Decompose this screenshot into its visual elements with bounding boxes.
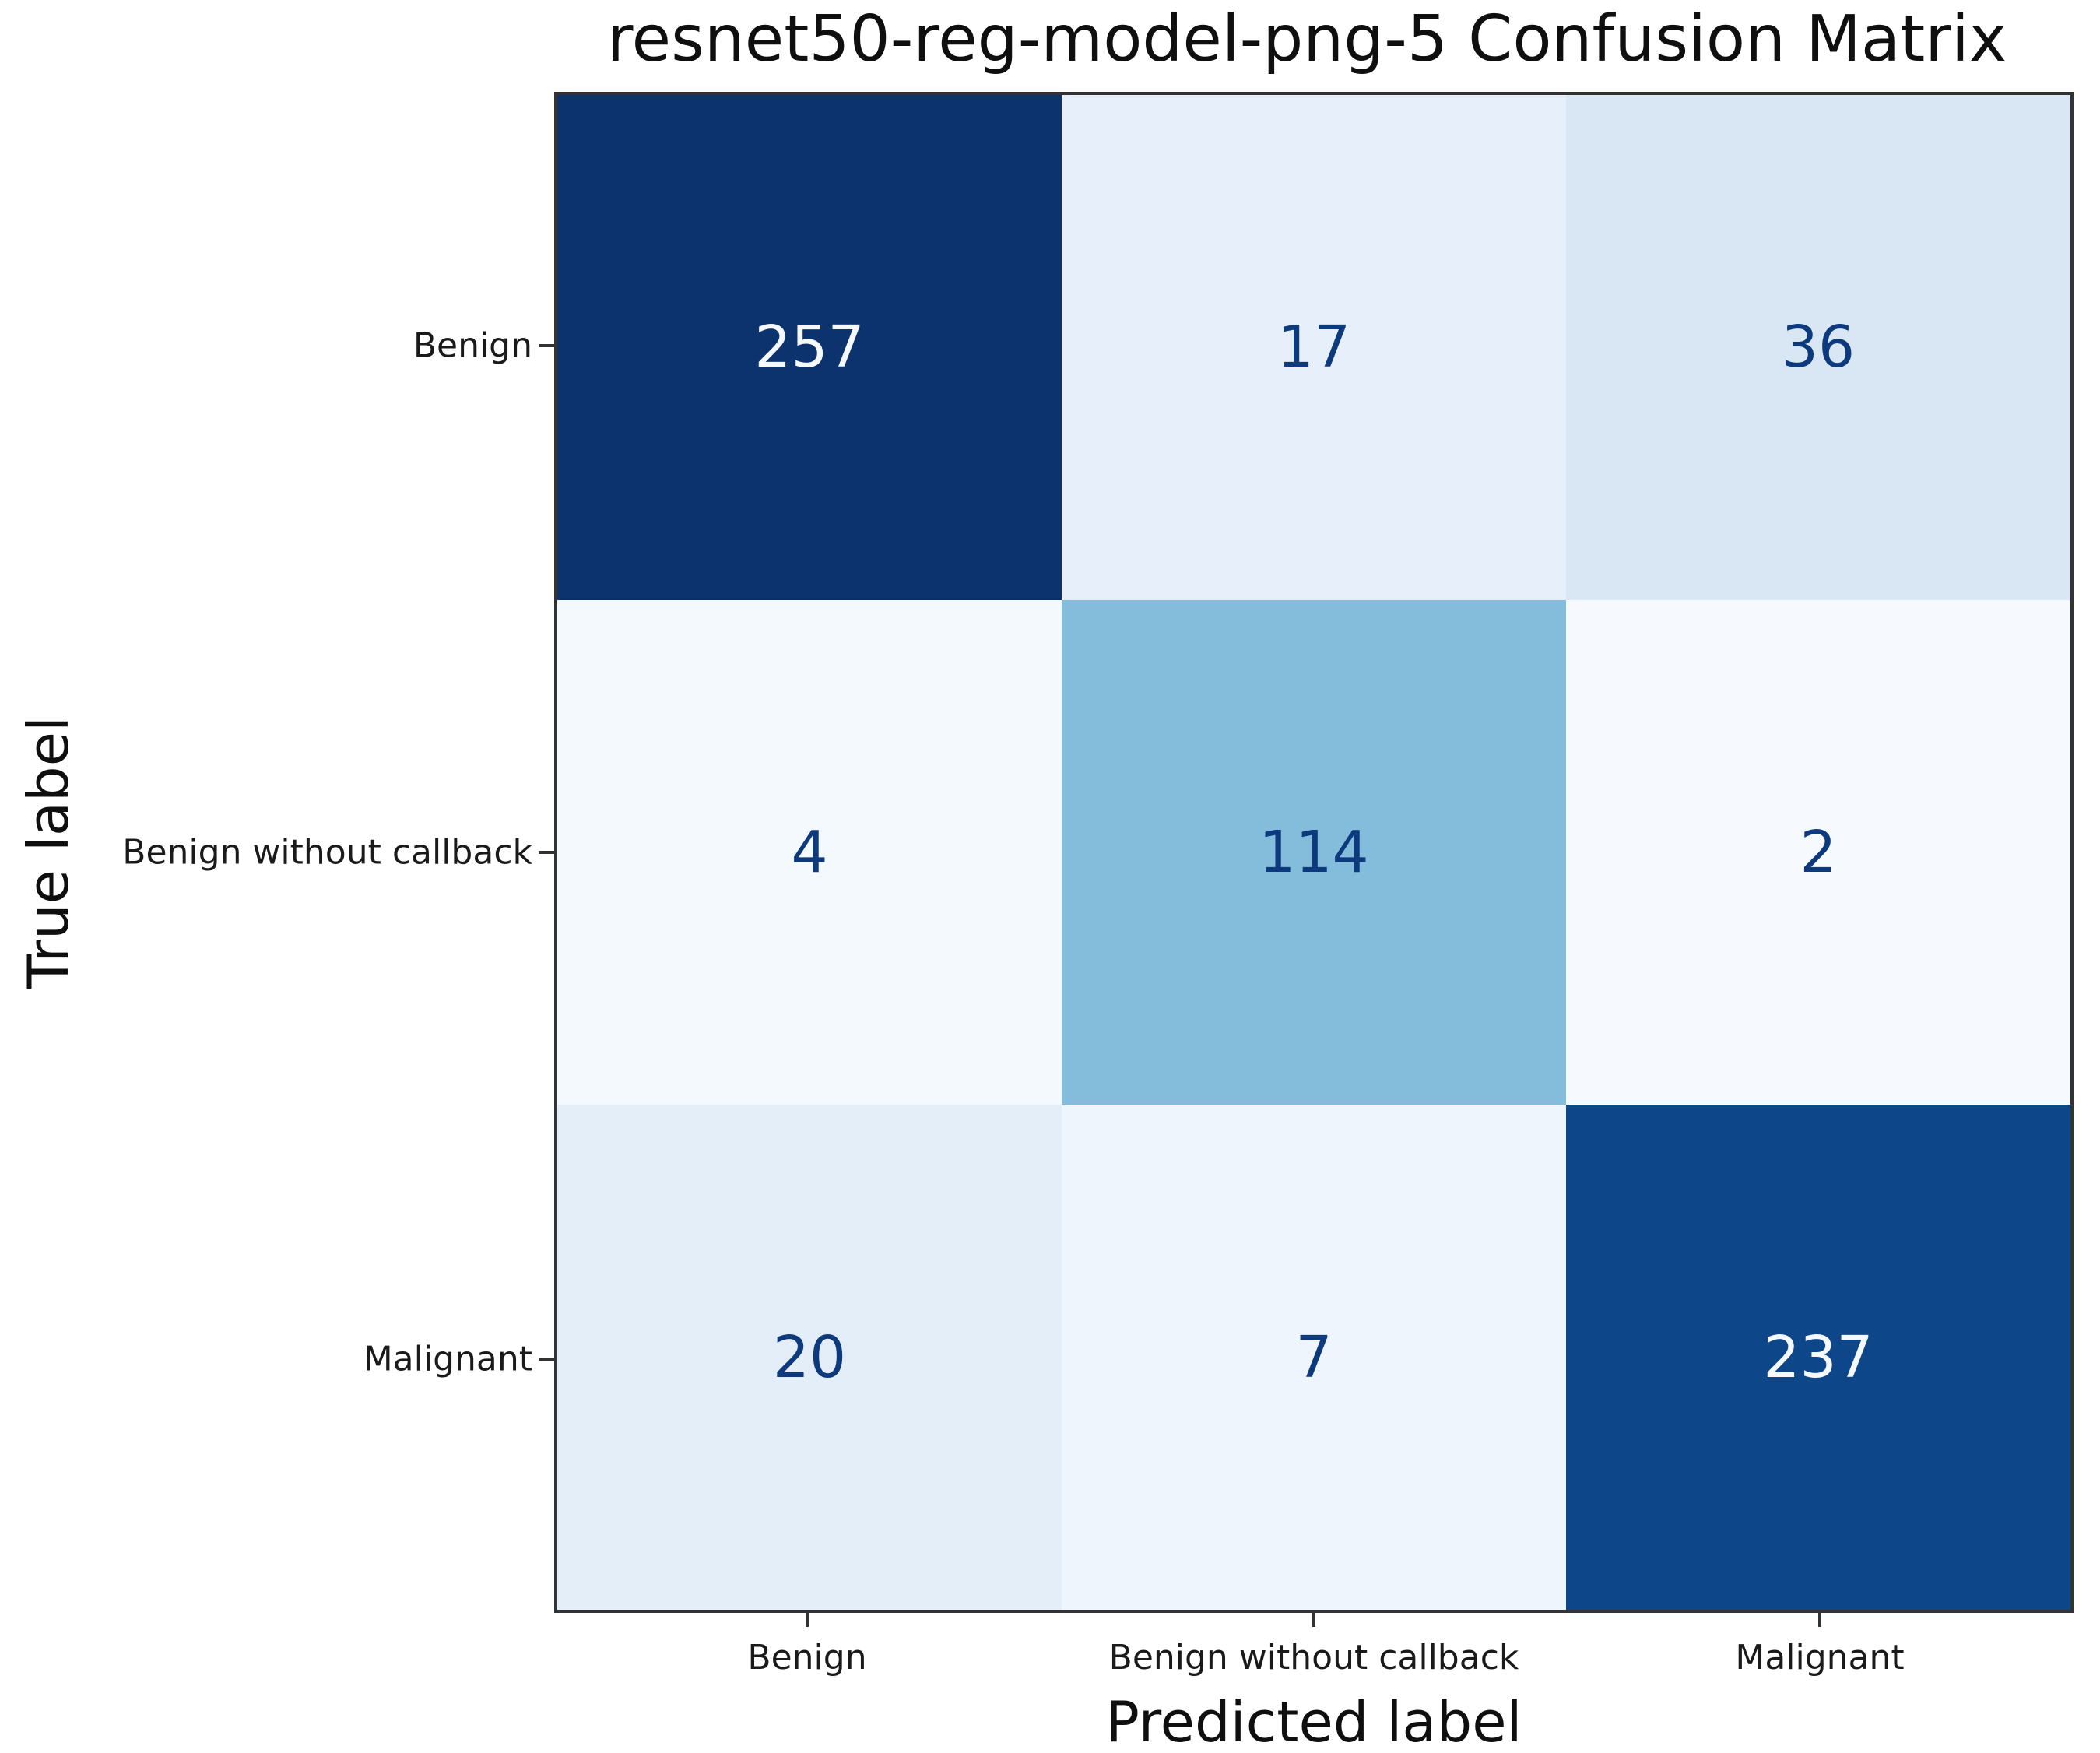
x-tick-label-benign: Benign xyxy=(747,1638,867,1677)
chart-title: resnet50-reg-model-png-5 Confusion Matri… xyxy=(606,2,2007,76)
matrix-cell-bwc-malignant: 2 xyxy=(1566,599,2070,1105)
y-tick-mark xyxy=(539,1358,554,1361)
confusion-matrix-grid: 257 17 36 4 114 2 20 7 237 xyxy=(554,92,2074,1613)
x-tick-mark xyxy=(806,1613,809,1627)
x-axis-label: Predicted label xyxy=(1105,1689,1522,1753)
y-tick-label-benign: Benign xyxy=(413,325,532,366)
x-tick-mark xyxy=(1312,1613,1315,1627)
x-tick-label-malignant: Malignant xyxy=(1735,1638,1905,1677)
matrix-cell-malignant-benign: 20 xyxy=(557,1105,1062,1610)
matrix-cell-malignant-malignant: 237 xyxy=(1566,1105,2070,1610)
y-axis-label: True label xyxy=(16,716,81,989)
y-tick-label-malignant: Malignant xyxy=(363,1339,532,1379)
y-tick-mark xyxy=(539,851,554,854)
matrix-cell-benign-benign: 257 xyxy=(557,95,1062,600)
x-tick-label-bwc: Benign without callback xyxy=(1108,1638,1519,1677)
matrix-cell-bwc-benign: 4 xyxy=(557,599,1062,1105)
matrix-cell-benign-malignant: 36 xyxy=(1566,95,2070,600)
y-tick-label-bwc: Benign without callback xyxy=(122,832,532,873)
x-tick-mark xyxy=(1818,1613,1821,1627)
matrix-cell-benign-bwc: 17 xyxy=(1062,95,1566,600)
matrix-cell-bwc-bwc: 114 xyxy=(1062,599,1566,1105)
y-tick-mark xyxy=(539,344,554,347)
matrix-cell-malignant-bwc: 7 xyxy=(1062,1105,1566,1610)
